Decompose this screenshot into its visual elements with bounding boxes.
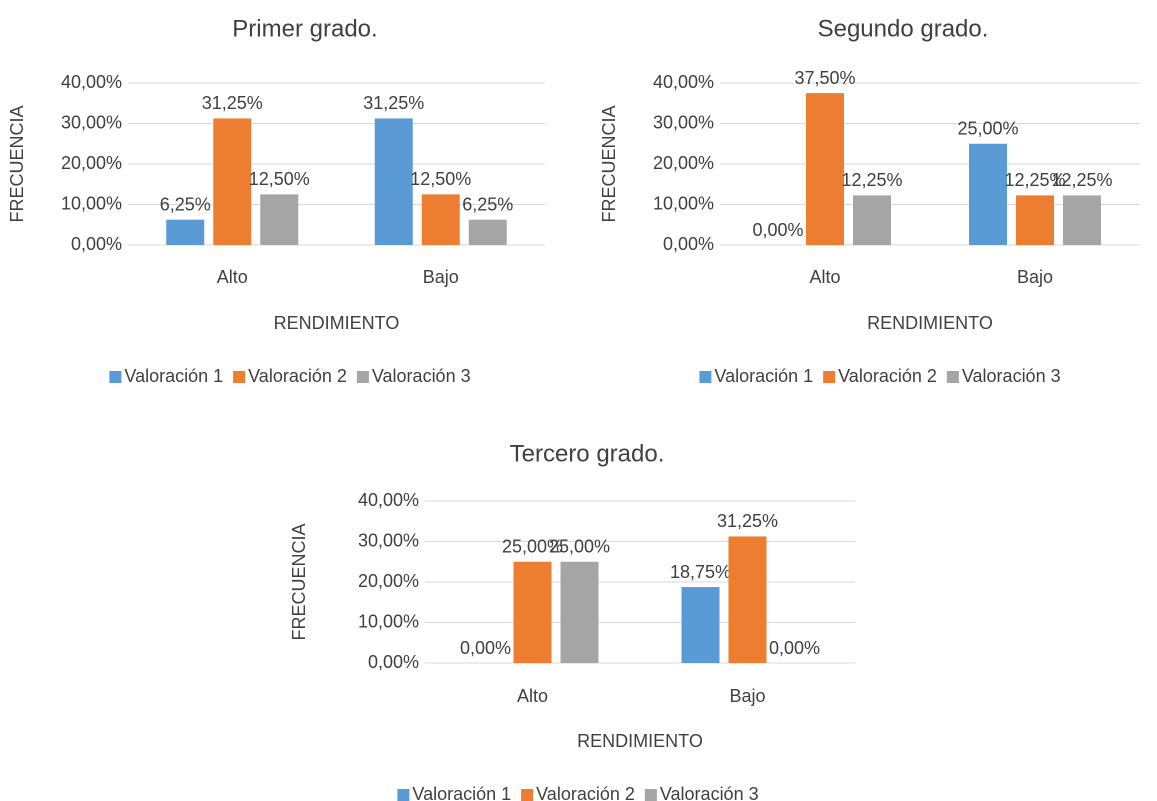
y-tick-label: 30,00% <box>653 112 714 132</box>
bar <box>374 118 413 245</box>
data-label: 18,75% <box>670 562 731 582</box>
x-tick-label: Bajo <box>423 267 459 287</box>
y-tick-label: 40,00% <box>61 72 122 92</box>
legend-label: Valoración 2 <box>536 784 635 801</box>
legend-swatch <box>109 371 122 383</box>
y-tick-label: 30,00% <box>358 530 419 550</box>
bar <box>213 118 252 245</box>
x-axis-label: RENDIMIENTO <box>577 731 703 751</box>
data-label: 6,25% <box>160 194 211 214</box>
bar <box>560 561 599 663</box>
chart-title: Segundo grado. <box>818 15 989 42</box>
legend-swatch <box>233 371 246 383</box>
chart-title: Primer grado. <box>232 15 377 42</box>
x-tick-label: Alto <box>217 267 248 287</box>
bar <box>468 219 507 245</box>
y-tick-label: 0,00% <box>71 234 122 254</box>
y-axis-label: FRECUENCIA <box>599 105 619 222</box>
legend: Valoración 1 Valoración 2 Valoración 3 <box>397 784 759 801</box>
bar <box>806 93 844 245</box>
data-label: 12,50% <box>249 169 310 189</box>
bar <box>513 561 552 663</box>
bar <box>1063 195 1101 245</box>
y-tick-label: 10,00% <box>358 611 419 631</box>
data-label: 31,25% <box>363 93 424 113</box>
legend-swatch <box>521 789 534 801</box>
legend-swatch <box>946 371 959 383</box>
x-tick-label: Alto <box>809 267 840 287</box>
data-label: 0,00% <box>460 638 511 658</box>
data-label: 31,25% <box>202 93 263 113</box>
legend-label: Valoración 2 <box>248 366 347 386</box>
data-label: 12,25% <box>1004 170 1065 190</box>
y-tick-label: 40,00% <box>653 72 714 92</box>
data-label: 12,25% <box>1051 170 1112 190</box>
data-label: 37,50% <box>794 68 855 88</box>
data-label: 0,00% <box>769 638 820 658</box>
data-label: 0,00% <box>752 220 803 240</box>
data-label: 25,00% <box>549 537 610 557</box>
x-tick-label: Bajo <box>1017 267 1053 287</box>
y-tick-label: 0,00% <box>663 234 714 254</box>
bar <box>260 194 299 245</box>
legend-swatch <box>397 789 410 801</box>
y-axis-label: FRECUENCIA <box>7 105 27 222</box>
y-tick-label: 20,00% <box>61 153 122 173</box>
bar <box>166 219 205 245</box>
y-tick-label: 40,00% <box>358 490 419 510</box>
data-label: 31,25% <box>717 511 778 531</box>
y-tick-label: 20,00% <box>358 571 419 591</box>
legend-swatch <box>699 371 712 383</box>
legend-label: Valoración 1 <box>124 366 223 386</box>
y-tick-label: 20,00% <box>653 153 714 173</box>
legend-swatch <box>356 371 369 383</box>
legend-label: Valoración 1 <box>412 784 511 801</box>
legend-swatch <box>823 371 836 383</box>
y-tick-label: 10,00% <box>653 193 714 213</box>
x-tick-label: Bajo <box>729 686 765 706</box>
bar <box>728 536 767 663</box>
y-tick-label: 10,00% <box>61 193 122 213</box>
bar <box>969 143 1007 245</box>
legend: Valoración 1 Valoración 2 Valoración 3 <box>109 366 471 386</box>
data-label: 25,00% <box>957 119 1018 139</box>
legend-swatch <box>644 789 657 801</box>
bar <box>681 587 720 663</box>
y-tick-label: 0,00% <box>368 652 419 672</box>
legend: Valoración 1 Valoración 2 Valoración 3 <box>699 366 1061 386</box>
bar <box>853 195 891 245</box>
data-label: 6,25% <box>462 194 513 214</box>
bar <box>1016 195 1054 245</box>
chart-title: Tercero grado. <box>510 440 665 467</box>
legend-label: Valoración 3 <box>962 366 1061 386</box>
x-axis-label: RENDIMIENTO <box>867 313 993 333</box>
legend-label: Valoración 3 <box>660 784 759 801</box>
data-label: 25,00% <box>502 537 563 557</box>
data-label: 12,50% <box>410 169 471 189</box>
y-axis-label: FRECUENCIA <box>289 523 309 640</box>
x-tick-label: Alto <box>517 686 548 706</box>
legend-label: Valoración 3 <box>372 366 471 386</box>
legend-label: Valoración 2 <box>838 366 937 386</box>
y-tick-label: 30,00% <box>61 112 122 132</box>
data-label: 12,25% <box>841 170 902 190</box>
legend-label: Valoración 1 <box>714 366 813 386</box>
x-axis-label: RENDIMIENTO <box>274 313 400 333</box>
bar <box>421 194 460 245</box>
